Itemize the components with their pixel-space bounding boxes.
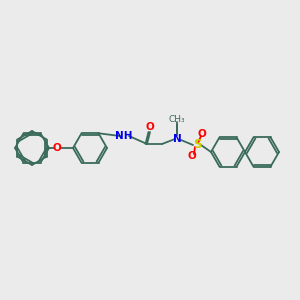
Text: CH₃: CH₃: [169, 116, 185, 124]
Text: O: O: [52, 143, 62, 153]
Text: O: O: [198, 129, 206, 139]
Text: O: O: [146, 122, 154, 132]
Text: NH: NH: [115, 131, 133, 141]
Text: S: S: [193, 139, 201, 152]
Text: N: N: [172, 134, 182, 144]
Text: O: O: [188, 151, 196, 161]
